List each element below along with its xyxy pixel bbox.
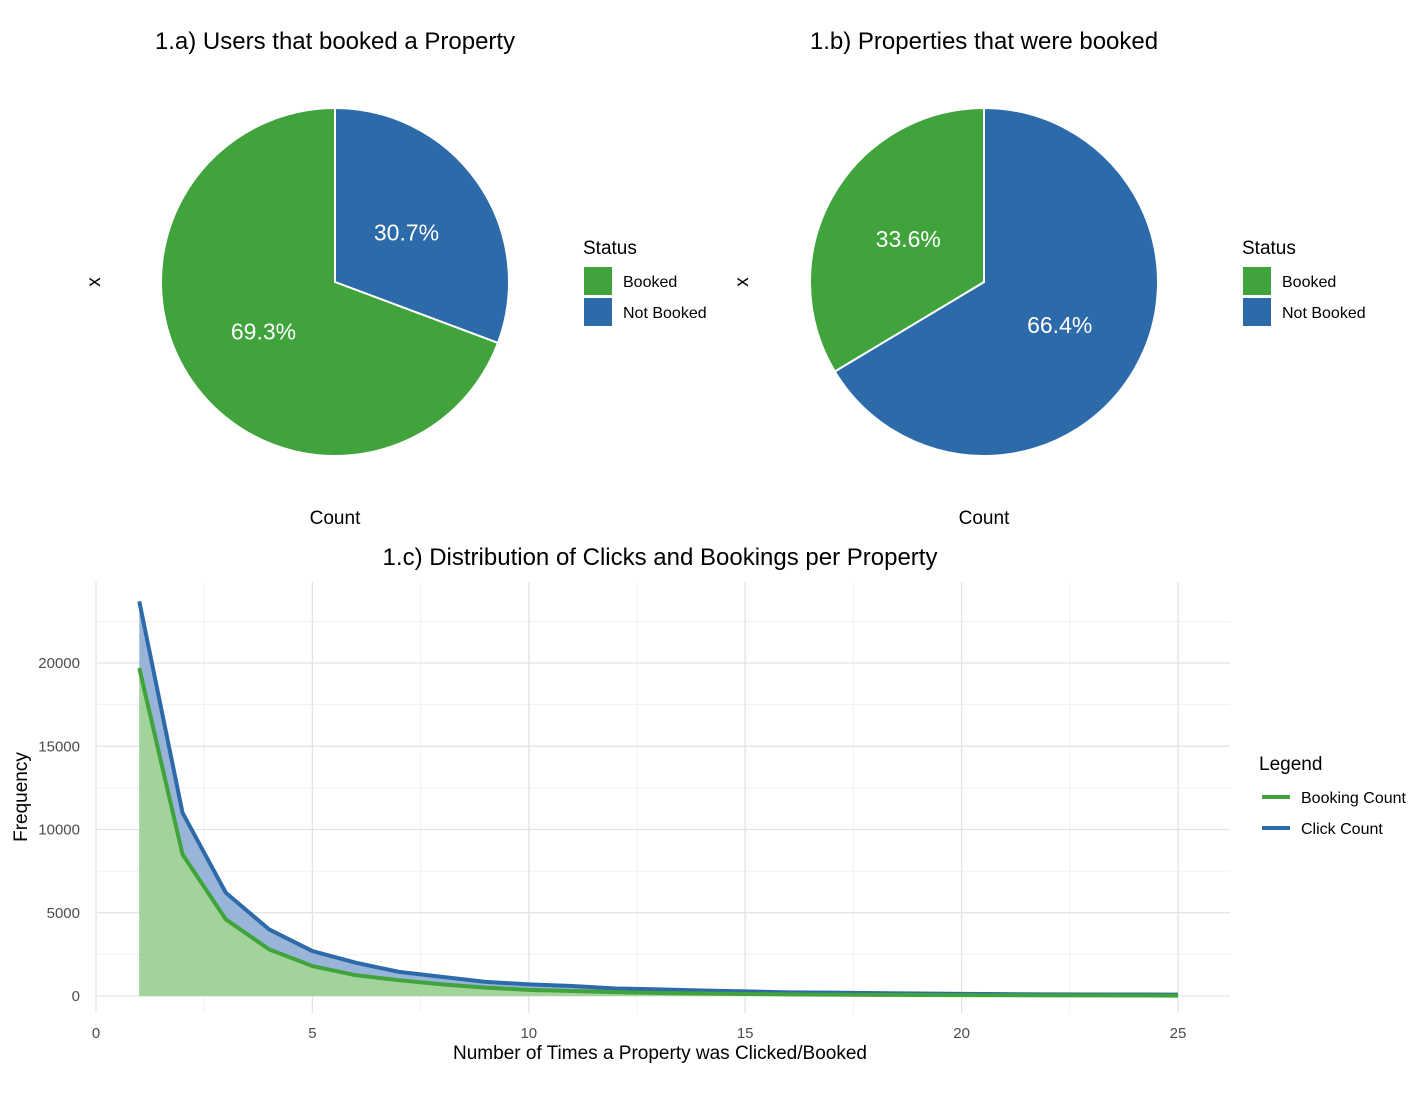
legend-label-not-booked: Not Booked	[623, 305, 707, 322]
plot-lines	[137, 600, 1179, 998]
y-tick-label: 10000	[38, 822, 80, 839]
area-click-count	[139, 601, 1178, 996]
pie-slice-booked	[809, 106, 985, 373]
pie-users: 30.7% 69.3%	[160, 106, 510, 457]
legend-swatch-not-booked	[584, 298, 612, 326]
x-tick-label: 10	[520, 1025, 537, 1042]
legend-users: Status Booked Not Booked	[583, 238, 707, 326]
x-tick-label: 15	[737, 1025, 754, 1042]
legend-swatch-booked	[1243, 267, 1271, 295]
slice-label-booked: 33.6%	[876, 226, 941, 252]
line-click-count	[137, 600, 1179, 997]
pie-slice-not-booked	[833, 106, 1159, 457]
plot-grid	[95, 582, 1230, 1013]
legend-title-users: Status	[583, 238, 637, 259]
y-tick-label: 0	[72, 988, 80, 1005]
legend-title-distribution: Legend	[1259, 754, 1322, 775]
slice-label-not-booked: 30.7%	[374, 219, 439, 245]
slice-label-not-booked: 66.4%	[1027, 312, 1092, 338]
y-tick-label: 5000	[47, 905, 80, 922]
y-axis-title-distribution: Frequency	[11, 752, 32, 842]
legend-label-click-count: Click Count	[1301, 821, 1383, 838]
x-tick-labels: 0 5 10 15 20 25	[92, 1025, 1187, 1042]
x-tick-label: 0	[92, 1025, 100, 1042]
x-tick-label: 5	[308, 1025, 316, 1042]
area-booking-count	[139, 667, 1178, 996]
pie-slice-not-booked	[334, 106, 510, 345]
y-tick-label: 15000	[38, 738, 80, 755]
legend-label-booked: Booked	[1282, 274, 1336, 291]
legend-distribution: Legend Booking Count Click Count	[1259, 754, 1407, 838]
legend-swatch-not-booked	[1243, 298, 1271, 326]
chart-title-distribution: 1.c) Distribution of Clicks and Bookings…	[383, 544, 938, 571]
y-tick-label: 20000	[38, 655, 80, 672]
x-tick-label: 25	[1170, 1025, 1187, 1042]
legend-label-not-booked: Not Booked	[1282, 305, 1366, 322]
x-axis-title-properties: Count	[959, 508, 1010, 529]
pie-slice-booked	[160, 106, 500, 457]
legend-title-properties: Status	[1242, 238, 1296, 259]
legend-label-booking-count: Booking Count	[1301, 790, 1407, 807]
legend-swatch-booked	[584, 267, 612, 295]
legend-label-booked: Booked	[623, 274, 677, 291]
pie-chart-users: 1.a) Users that booked a Property 30.7% 6…	[84, 28, 707, 529]
pie-properties: 66.4% 33.6%	[809, 106, 1159, 457]
chart-title-properties: 1.b) Properties that were booked	[810, 28, 1158, 55]
plot-areas	[139, 601, 1178, 996]
x-tick-label: 20	[953, 1025, 970, 1042]
area-chart-distribution: 1.c) Distribution of Clicks and Bookings…	[11, 544, 1407, 1064]
x-axis-title-users: Count	[310, 508, 361, 529]
x-axis-title-distribution: Number of Times a Property was Clicked/B…	[453, 1043, 867, 1064]
pie-chart-properties: 1.b) Properties that were booked 66.4% 33…	[732, 28, 1366, 529]
slice-label-booked: 69.3%	[231, 319, 296, 345]
y-tick-labels: 0 5000 10000 15000 20000	[38, 655, 80, 1005]
y-axis-title-properties: x	[732, 277, 753, 287]
legend-properties: Status Booked Not Booked	[1242, 238, 1366, 326]
chart-title-users: 1.a) Users that booked a Property	[155, 28, 515, 55]
line-booking-count	[137, 667, 1179, 998]
y-axis-title-users: x	[84, 277, 105, 287]
